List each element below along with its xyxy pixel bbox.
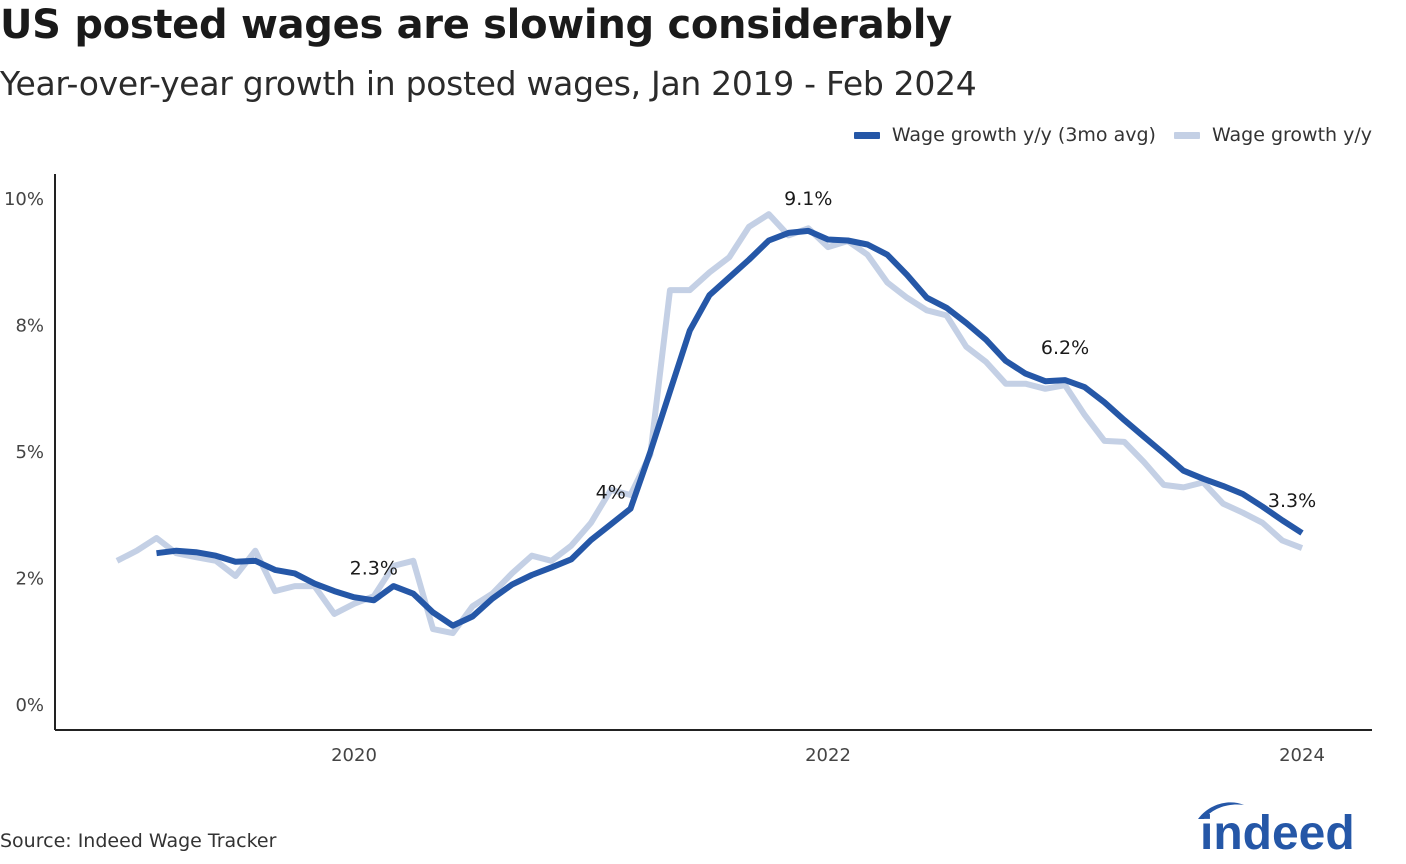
- chart-subtitle: Year-over-year growth in posted wages, J…: [0, 64, 977, 103]
- legend-label-yy: Wage growth y/y: [1211, 124, 1372, 146]
- data-label: 3.3%: [1268, 490, 1316, 512]
- y-tick-label: 8%: [15, 316, 44, 337]
- data-annotations: 2.3% 4% 9.1% 6.2% 3.3%: [350, 188, 1317, 579]
- y-axis-ticks: 0% 2% 5% 8% 10%: [4, 189, 44, 716]
- chart-title: US posted wages are slowing considerably: [0, 2, 952, 48]
- indeed-logo: indeed: [1198, 802, 1355, 857]
- legend-swatch-yy: [1173, 131, 1200, 139]
- x-axis-ticks: 2020 2022 2024: [331, 745, 1325, 766]
- data-label: 6.2%: [1041, 337, 1089, 359]
- svg-text:indeed: indeed: [1200, 807, 1355, 857]
- x-tick-label: 2024: [1279, 745, 1325, 766]
- legend: Wage growth y/y (3mo avg) Wage growth y/…: [836, 124, 1372, 146]
- series-lines: [115, 211, 1304, 637]
- y-tick-label: 5%: [15, 442, 44, 463]
- legend-label-3mo-avg: Wage growth y/y (3mo avg): [891, 124, 1156, 146]
- series-line-3mo-avg: [156, 227, 1304, 629]
- y-tick-label: 2%: [15, 569, 44, 590]
- data-label: 9.1%: [784, 188, 832, 210]
- data-label: 2.3%: [350, 557, 398, 579]
- legend-swatch-3mo-avg: [853, 131, 880, 139]
- x-tick-label: 2020: [331, 745, 377, 766]
- source-note: Source: Indeed Wage Tracker: [0, 830, 277, 852]
- line-chart: 0% 2% 5% 8% 10% 2020 2022 2024 2.3% 4% 9.1% 6.2% 3…: [4, 174, 1372, 766]
- data-label: 4%: [596, 481, 626, 503]
- legend-item-yy: Wage growth y/y: [1173, 124, 1372, 146]
- y-tick-label: 10%: [4, 189, 44, 210]
- legend-item-3mo-avg: Wage growth y/y (3mo avg): [853, 124, 1156, 146]
- y-tick-label: 0%: [15, 695, 44, 716]
- x-tick-label: 2022: [805, 745, 851, 766]
